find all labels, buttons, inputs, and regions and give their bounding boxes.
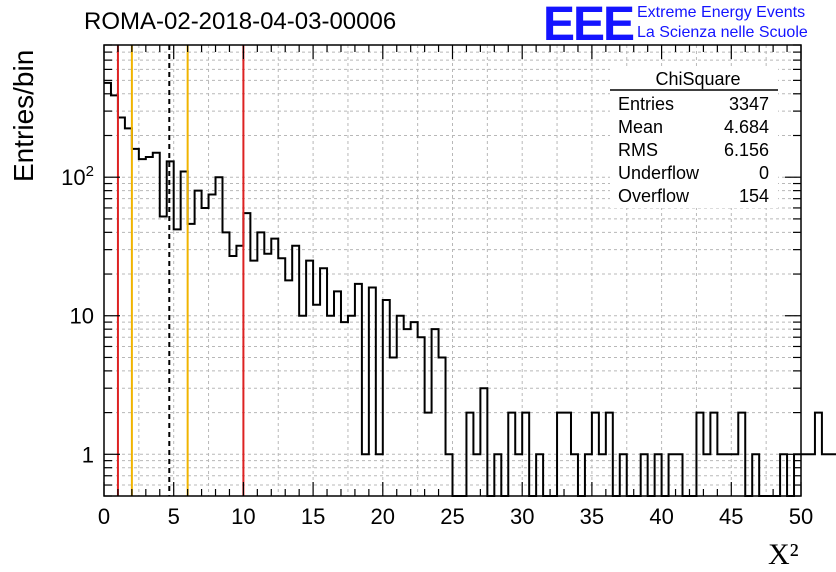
- histogram-bin: [209, 195, 216, 496]
- histogram-bin: [829, 454, 836, 496]
- histogram-bin: [222, 232, 229, 496]
- histogram-outline: [104, 81, 836, 497]
- stats-box: ChiSquare Entries 3347 Mean 4.684 RMS 6.156 Und…: [610, 68, 778, 208]
- histogram-bin: [327, 316, 334, 496]
- x-tick-label: 50: [789, 504, 813, 529]
- histogram-bin: [153, 153, 160, 496]
- histogram-bin: [264, 254, 271, 496]
- histogram-bin: [174, 229, 181, 496]
- histogram-bin: [229, 256, 236, 496]
- histogram-bin: [369, 287, 376, 496]
- histogram-bin: [111, 95, 118, 496]
- histogram-bin: [188, 224, 195, 496]
- histogram-bin: [320, 268, 327, 496]
- stats-row-value: 154: [739, 186, 769, 206]
- tick-labels: 0 5 10 15 20 25 30 35 40 45 50 1 10 102: [61, 163, 813, 529]
- x-tick-label: 5: [168, 504, 180, 529]
- histogram-bin: [299, 316, 306, 496]
- histogram-bin: [815, 413, 822, 496]
- stats-row-value: 4.684: [724, 117, 769, 137]
- logo-line-2: La Scienza nelle Scuole: [637, 24, 808, 41]
- histogram-bin: [181, 171, 188, 496]
- histogram-bin: [195, 191, 202, 496]
- x-tick-label: 35: [580, 504, 604, 529]
- plot-title: ROMA-02-2018-04-03-00006: [84, 8, 397, 35]
- x-tick-label: 0: [98, 504, 110, 529]
- x-tick-label: 25: [440, 504, 464, 529]
- stats-row-value: 6.156: [724, 140, 769, 160]
- stats-box-title: ChiSquare: [655, 69, 740, 89]
- x-axis-label: X²: [768, 538, 799, 571]
- stats-row-label: Mean: [618, 117, 663, 137]
- histogram-bin: [808, 454, 815, 496]
- histogram-bin: [418, 337, 425, 496]
- threshold-lines: [116, 45, 245, 496]
- stats-row-label: Entries: [618, 94, 674, 114]
- stats-row-value: 3347: [729, 94, 769, 114]
- stats-row-label: Overflow: [618, 186, 690, 206]
- x-tick-label: 10: [231, 504, 255, 529]
- histogram-bin: [104, 83, 111, 496]
- histogram-bin: [202, 208, 209, 496]
- histogram-bin: [118, 117, 125, 496]
- histogram-bin: [271, 239, 278, 496]
- y-tick-label: 1: [82, 442, 94, 467]
- axes-frame: [103, 44, 802, 497]
- histogram-bin: [243, 213, 250, 496]
- histogram-bin: [397, 316, 404, 496]
- y-tick-label: 102: [61, 163, 94, 190]
- histogram-bin: [822, 454, 829, 496]
- histogram-bin: [411, 322, 418, 496]
- histogram-bin: [390, 357, 397, 496]
- histogram-bin: [216, 177, 223, 496]
- histogram-bin: [480, 388, 487, 496]
- x-tick-label: 15: [301, 504, 325, 529]
- histogram-bin: [801, 454, 808, 496]
- x-tick-label: 45: [719, 504, 743, 529]
- histogram-bin: [257, 232, 264, 496]
- logo-line-1: Extreme Energy Events: [637, 4, 806, 21]
- stats-box-bg: [610, 68, 778, 208]
- stats-row-value: 0: [759, 163, 769, 183]
- histogram-bin: [439, 357, 446, 496]
- histogram-bin: [139, 159, 146, 496]
- stats-row-label: Underflow: [618, 163, 700, 183]
- histogram-bin: [341, 322, 348, 496]
- x-tick-label: 20: [371, 504, 395, 529]
- x-tick-label: 40: [649, 504, 673, 529]
- histogram-bin: [348, 316, 355, 496]
- histogram-layer: [104, 81, 836, 497]
- x-tick-label: 30: [510, 504, 534, 529]
- stats-row-label: RMS: [618, 140, 658, 160]
- y-tick-label: 10: [70, 304, 94, 329]
- eee-logo-mark: EEE: [543, 0, 635, 51]
